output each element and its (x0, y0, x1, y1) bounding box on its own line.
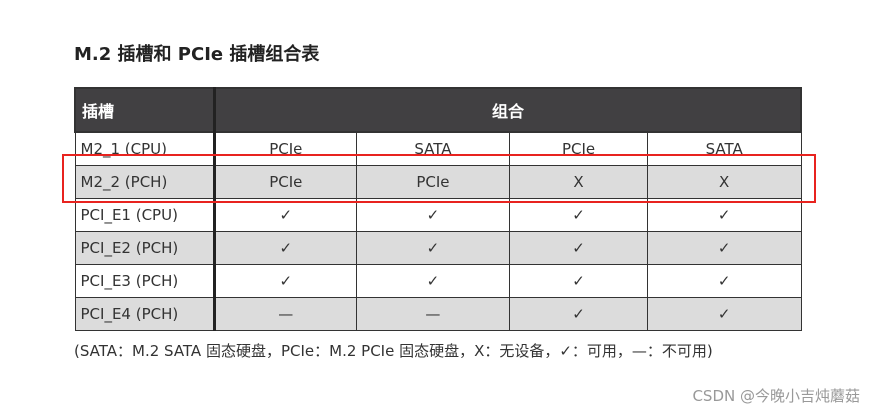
table-row: PCI_E2 (PCH) ✓ ✓ ✓ ✓ (74, 231, 802, 265)
combo-cell: SATA (646, 131, 802, 166)
combo-cell: PCIe (509, 131, 648, 166)
header-slot: 插槽 (74, 87, 216, 133)
slot-cell: M2_2 (PCH) (74, 165, 216, 199)
table-row: PCI_E3 (PCH) ✓ ✓ ✓ ✓ (74, 264, 802, 298)
slot-combination-table: 插槽 组合 M2_1 (CPU) PCIe SATA PCIe SATA M2_2 (PC… (74, 87, 802, 331)
combo-cell: ✓ (646, 264, 802, 298)
table-header-row: 插槽 组合 (74, 87, 802, 133)
combo-cell: ✓ (509, 264, 648, 298)
combo-cell: ✓ (509, 297, 648, 331)
slot-cell: PCI_E1 (CPU) (74, 198, 216, 232)
slot-cell: PCI_E4 (PCH) (74, 297, 216, 331)
combo-cell: — (214, 297, 357, 331)
slot-cell: PCI_E3 (PCH) (74, 264, 216, 298)
combo-cell: ✓ (214, 231, 357, 265)
slot-cell: PCI_E2 (PCH) (74, 231, 216, 265)
watermark: CSDN @今晚小吉炖蘑菇 (692, 387, 860, 405)
combo-cell: X (646, 165, 802, 199)
combo-cell: X (509, 165, 648, 199)
combo-cell: PCIe (214, 165, 357, 199)
combo-cell: ✓ (214, 264, 357, 298)
combo-cell: ✓ (355, 198, 511, 232)
combo-cell: — (355, 297, 511, 331)
legend-note: (SATA：M.2 SATA 固态硬盘，PCIe：M.2 PCIe 固态硬盘，X… (74, 342, 713, 360)
header-combo: 组合 (213, 87, 802, 133)
slot-cell: M2_1 (CPU) (74, 131, 216, 166)
table-row: M2_1 (CPU) PCIe SATA PCIe SATA (74, 131, 802, 166)
table-row: PCI_E1 (CPU) ✓ ✓ ✓ ✓ (74, 198, 802, 232)
combo-cell: ✓ (214, 198, 357, 232)
combo-cell: ✓ (509, 198, 648, 232)
combo-cell: PCIe (214, 131, 357, 166)
combo-cell: PCIe (355, 165, 511, 199)
page-title: M.2 插槽和 PCIe 插槽组合表 (74, 44, 320, 65)
table-row: PCI_E4 (PCH) — — ✓ ✓ (74, 297, 802, 331)
table-row: M2_2 (PCH) PCIe PCIe X X (74, 165, 802, 199)
combo-cell: ✓ (646, 198, 802, 232)
combo-cell: ✓ (646, 297, 802, 331)
combo-cell: ✓ (509, 231, 648, 265)
combo-cell: ✓ (355, 264, 511, 298)
combo-cell: ✓ (646, 231, 802, 265)
highlight-box (62, 154, 816, 203)
combo-cell: ✓ (355, 231, 511, 265)
